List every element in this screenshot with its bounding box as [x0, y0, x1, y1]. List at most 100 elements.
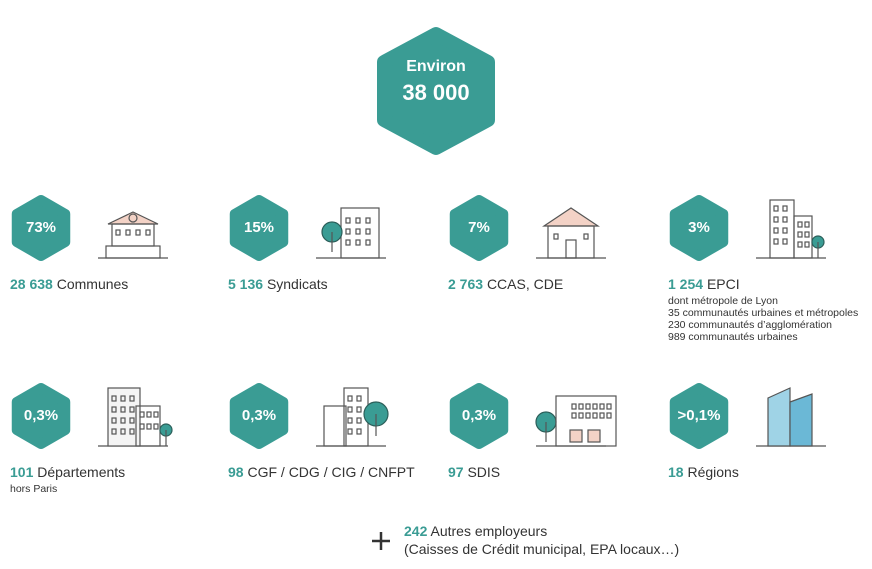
- item-detail: hors Paris: [10, 483, 58, 495]
- window: [345, 217, 351, 224]
- item-count: 97: [448, 464, 464, 480]
- percent: >0,1%: [677, 407, 721, 424]
- window: [599, 412, 605, 419]
- window: [356, 417, 362, 424]
- window: [111, 417, 117, 424]
- garage: [569, 429, 583, 443]
- item-line: 28 638 Communes: [10, 276, 128, 292]
- window: [782, 227, 788, 234]
- item-count: 18: [668, 464, 684, 480]
- window: [356, 406, 362, 413]
- percent-hexagon: [669, 195, 729, 261]
- item-label: Régions: [687, 464, 739, 480]
- item-label: CCAS, CDE: [486, 276, 564, 292]
- building-icon: [756, 199, 826, 259]
- window: [345, 228, 351, 235]
- item-line: 98 CGF / CDG / CIG / CNFPT: [228, 464, 415, 480]
- window: [355, 217, 361, 224]
- body: [555, 395, 617, 447]
- window: [111, 395, 117, 402]
- window: [146, 411, 152, 418]
- percent-hexagon: [11, 195, 71, 261]
- window: [139, 411, 145, 418]
- percent-hexagon: [449, 383, 509, 449]
- building-icon: [98, 211, 168, 259]
- window: [120, 417, 126, 424]
- item-count: 2 763: [448, 276, 484, 292]
- window: [146, 423, 152, 430]
- footer-note: (Caisses de Crédit municipal, EPA locaux…: [404, 541, 680, 557]
- item-label: SDIS: [467, 464, 501, 480]
- footer-line: 242 Autres employeurs: [404, 523, 547, 539]
- percent: 3%: [688, 219, 710, 236]
- window: [585, 412, 591, 419]
- window: [356, 428, 362, 435]
- window: [773, 238, 779, 245]
- window: [345, 239, 351, 246]
- window: [365, 217, 371, 224]
- window: [129, 428, 135, 435]
- steps: [105, 245, 161, 259]
- window: [578, 403, 584, 410]
- percent: 0,3%: [23, 407, 59, 424]
- window: [578, 412, 584, 419]
- item-line: 1 254 EPCI: [668, 276, 740, 292]
- window: [804, 231, 810, 238]
- plus-icon: [372, 532, 390, 550]
- window: [111, 428, 117, 435]
- percent-hexagon: [229, 383, 289, 449]
- window: [356, 395, 362, 402]
- door: [565, 239, 577, 259]
- percent: 73%: [25, 219, 57, 236]
- footer-label: Autres employeurs: [430, 523, 548, 539]
- window: [125, 229, 131, 236]
- building-icon: [98, 387, 173, 447]
- window: [592, 412, 598, 419]
- item-count: 98: [228, 464, 244, 480]
- window: [355, 239, 361, 246]
- percent: 0,3%: [461, 407, 497, 424]
- window: [129, 417, 135, 424]
- item-detail: 989 communautés urbaines: [668, 331, 798, 343]
- item-label: Départements: [37, 464, 126, 480]
- item-label: Communes: [56, 276, 129, 292]
- window: [599, 403, 605, 410]
- item-count: 1 254: [668, 276, 704, 292]
- percent: 7%: [468, 219, 490, 236]
- window: [583, 233, 589, 240]
- body: [107, 387, 141, 447]
- window: [782, 205, 788, 212]
- building-icon: [756, 387, 826, 447]
- window: [797, 241, 803, 248]
- building-icon: [536, 207, 606, 259]
- window: [773, 216, 779, 223]
- window: [347, 428, 353, 435]
- window: [571, 403, 577, 410]
- tower: [789, 393, 813, 447]
- window: [120, 406, 126, 413]
- item-line: 97 SDIS: [448, 464, 500, 480]
- item-line: 2 763 CCAS, CDE: [448, 276, 563, 292]
- clock: [128, 213, 138, 223]
- item-label: Syndicats: [266, 276, 328, 292]
- window: [365, 228, 371, 235]
- window: [606, 403, 612, 410]
- window: [145, 229, 151, 236]
- window: [120, 428, 126, 435]
- window: [129, 406, 135, 413]
- window: [347, 395, 353, 402]
- window: [606, 412, 612, 419]
- main-hexagon: [377, 27, 495, 155]
- building-icon: [316, 207, 386, 259]
- window: [120, 395, 126, 402]
- window: [347, 417, 353, 424]
- window: [592, 403, 598, 410]
- header-label: Environ: [406, 58, 466, 75]
- window: [153, 423, 159, 430]
- item-line: 18 Régions: [668, 464, 739, 480]
- roof: [542, 207, 600, 227]
- garage: [587, 429, 601, 443]
- window: [804, 221, 810, 228]
